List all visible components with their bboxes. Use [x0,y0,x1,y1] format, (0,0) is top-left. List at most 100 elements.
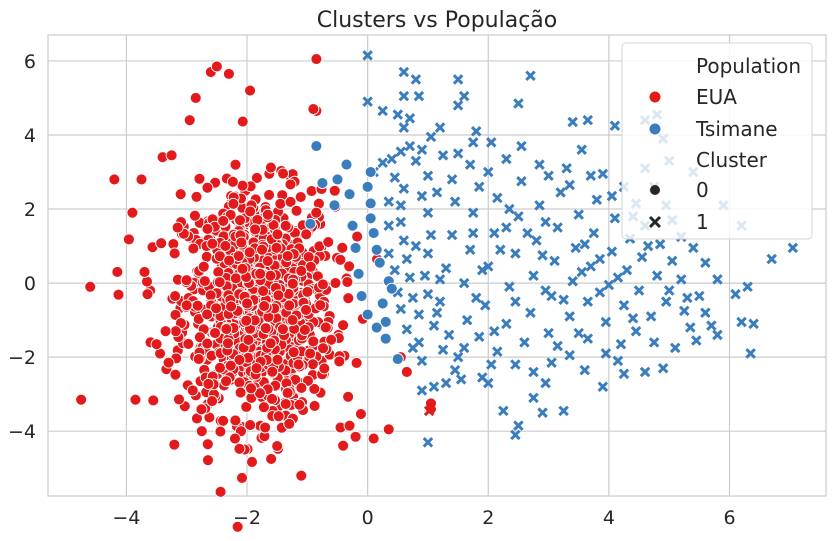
data-point-cluster-1 [648,337,660,348]
data-point-cluster-0 [364,166,377,178]
data-point-cluster-1 [437,344,449,355]
data-point-cluster-1 [423,405,435,417]
data-point-cluster-0 [361,180,374,193]
data-point-cluster-0 [254,267,267,280]
data-point-cluster-0 [214,485,227,498]
data-point-cluster-0 [317,342,330,355]
data-point-cluster-0 [308,399,321,412]
data-point-cluster-1 [401,253,413,265]
data-point-cluster-1 [486,359,497,370]
data-point-cluster-0 [192,353,205,365]
data-point-cluster-1 [700,257,711,268]
data-point-cluster-1 [422,207,434,218]
data-points [75,50,799,533]
data-point-cluster-1 [576,144,588,156]
data-point-cluster-0 [190,190,203,203]
data-point-cluster-0 [352,267,365,280]
data-point-cluster-0 [257,285,270,297]
data-point-cluster-1 [419,270,431,281]
data-point-cluster-1 [416,144,428,156]
data-point-cluster-1 [446,174,458,185]
data-point-cluster-1 [567,116,578,128]
data-point-cluster-0 [195,403,208,416]
data-point-cluster-0 [307,335,320,348]
data-point-cluster-0 [367,432,380,445]
data-point-cluster-0 [400,366,413,378]
data-point-cluster-0 [340,158,353,171]
data-point-cluster-0 [293,398,306,411]
data-point-cluster-0 [328,199,341,212]
data-point-cluster-0 [325,333,338,346]
data-point-cluster-0 [284,178,297,191]
data-point-cluster-0 [276,323,289,336]
legend-label-cluster-0: 0 [696,178,709,202]
data-point-cluster-1 [422,170,434,181]
data-point-cluster-0 [244,84,256,97]
data-point-cluster-1 [787,242,799,254]
data-point-cluster-1 [416,385,428,396]
data-point-cluster-0 [220,323,233,336]
data-point-cluster-1 [540,285,551,296]
data-point-cluster-1 [458,90,470,102]
data-point-cluster-1 [546,357,557,368]
data-point-cluster-0 [191,299,204,312]
data-point-cluster-0 [223,254,236,267]
data-point-cluster-1 [570,242,581,254]
data-point-cluster-0 [281,250,294,262]
data-point-cluster-0 [256,243,269,256]
data-point-cluster-0 [342,292,355,305]
data-point-cluster-0 [202,454,214,467]
data-point-cluster-0 [240,314,253,327]
data-point-cluster-1 [492,346,503,357]
data-point-cluster-1 [467,207,479,218]
data-point-cluster-1 [377,105,388,117]
data-point-cluster-1 [458,342,470,354]
data-point-cluster-1 [476,372,488,383]
data-point-cluster-1 [407,342,419,354]
data-point-cluster-1 [564,311,575,322]
data-point-cluster-1 [428,320,440,331]
legend-marker-cluster-0 [650,185,660,195]
data-point-cluster-0 [349,430,362,443]
data-point-cluster-1 [691,335,702,346]
data-point-cluster-1 [504,203,515,215]
data-point-cluster-1 [383,196,395,207]
data-point-cluster-1 [452,351,464,363]
data-point-cluster-1 [564,179,575,191]
data-point-cluster-0 [271,353,284,366]
data-point-cluster-1 [685,322,696,333]
data-point-cluster-1 [561,163,572,174]
data-point-cluster-0 [169,325,182,338]
data-point-cluster-0 [188,209,201,222]
data-point-cluster-0 [234,386,247,399]
data-point-cluster-1 [537,407,548,418]
data-point-cluster-0 [147,394,160,407]
data-point-cluster-0 [217,215,230,227]
data-point-cluster-0 [391,353,404,365]
data-point-cluster-1 [455,374,467,385]
data-point-cluster-0 [198,275,211,288]
data-point-cluster-1 [603,279,615,291]
data-point-cluster-0 [250,362,263,375]
data-point-cluster-1 [630,325,642,337]
data-point-cluster-0 [277,167,290,180]
data-point-cluster-1 [528,270,539,281]
data-point-cluster-1 [501,318,512,330]
data-point-cluster-0 [242,334,255,346]
data-point-cluster-0 [249,223,262,236]
data-point-cluster-0 [364,212,377,225]
data-point-cluster-0 [222,337,234,350]
data-point-cluster-1 [594,287,606,298]
data-point-cluster-0 [162,356,175,369]
data-point-cluster-1 [398,235,410,246]
data-point-cluster-1 [543,170,554,181]
data-point-cluster-0 [264,269,277,282]
data-point-cluster-1 [510,296,521,307]
data-point-cluster-0 [213,276,226,289]
data-point-cluster-1 [552,340,563,352]
data-point-cluster-1 [615,338,627,350]
data-point-cluster-0 [259,322,272,335]
data-point-cluster-0 [271,440,284,452]
data-point-cluster-0 [265,453,278,465]
data-point-cluster-1 [513,98,524,109]
